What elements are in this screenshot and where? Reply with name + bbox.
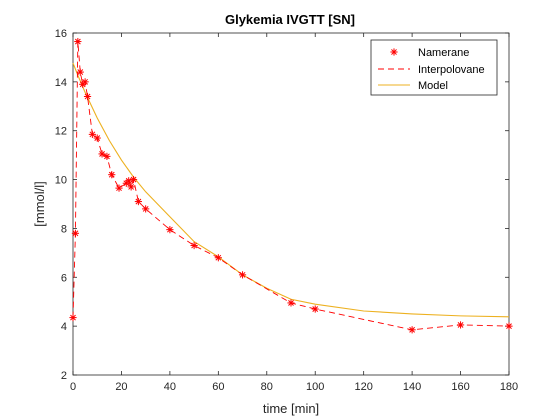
x-tick-label: 180 — [500, 381, 518, 393]
x-axis-ticks: 0 20 40 60 80 100 120 140 160 180 — [70, 33, 518, 393]
data-point-namerane — [166, 226, 174, 234]
data-point-namerane — [108, 171, 116, 179]
data-point-namerane — [408, 326, 416, 334]
x-tick-label: 160 — [451, 381, 469, 393]
y-tick-label: 16 — [55, 28, 67, 40]
data-point-namerane — [456, 321, 465, 329]
data-point-namerane — [127, 183, 135, 191]
x-axis-label: time [min] — [263, 401, 319, 416]
data-point-namerane — [81, 78, 89, 86]
y-tick-label: 4 — [61, 321, 67, 333]
x-tick-label: 100 — [306, 381, 324, 393]
data-point-namerane — [505, 322, 513, 330]
x-tick-label: 20 — [115, 381, 127, 393]
legend-label-interpolovane: Interpolovane — [418, 64, 485, 76]
data-point-namerane — [142, 205, 150, 213]
data-point-namerane — [88, 130, 96, 138]
x-tick-label: 140 — [403, 381, 421, 393]
legend-box — [370, 39, 498, 96]
series-line-model — [72, 62, 510, 318]
x-tick-label: 80 — [261, 381, 273, 393]
x-tick-label: 40 — [164, 381, 176, 393]
data-point-namerane — [103, 152, 111, 160]
data-point-namerane — [71, 229, 80, 237]
x-tick-label: 60 — [212, 381, 224, 393]
data-point-namerane — [115, 184, 123, 192]
data-point-namerane — [69, 313, 77, 322]
data-point-namerane — [93, 134, 101, 142]
x-tick-label: 0 — [70, 381, 76, 393]
legend-symbol-namerane — [390, 48, 398, 56]
data-point-namerane — [83, 92, 92, 101]
data-point-namerane — [98, 150, 106, 158]
data-point-namerane — [129, 175, 138, 184]
data-point-namerane — [287, 299, 295, 307]
y-axis-label: [mmol/l] — [32, 181, 47, 227]
y-tick-label: 10 — [55, 175, 67, 187]
data-point-namerane — [134, 197, 142, 206]
y-axis-ticks: 2 4 6 8 10 12 14 16 — [55, 28, 509, 382]
y-tick-label: 12 — [55, 126, 67, 138]
y-tick-label: 14 — [55, 77, 67, 89]
x-tick-label: 120 — [354, 381, 372, 393]
legend-asterisk-marker — [390, 48, 398, 56]
y-tick-label: 6 — [61, 272, 67, 284]
data-point-namerane — [238, 271, 247, 279]
data-point-namerane — [311, 305, 319, 313]
legend: Namerane Interpolovane Model — [370, 39, 498, 96]
chart-title: Glykemia IVGTT [SN] — [225, 12, 355, 27]
data-point-namerane — [74, 37, 82, 46]
data-point-namerane — [214, 254, 222, 262]
series-layer — [69, 37, 513, 334]
y-tick-label: 8 — [61, 223, 67, 235]
data-point-namerane — [190, 241, 198, 250]
data-point-namerane — [76, 68, 84, 76]
y-tick-label: 2 — [61, 370, 67, 382]
legend-label-namerane: Namerane — [418, 47, 469, 59]
legend-label-model: Model — [418, 80, 448, 92]
